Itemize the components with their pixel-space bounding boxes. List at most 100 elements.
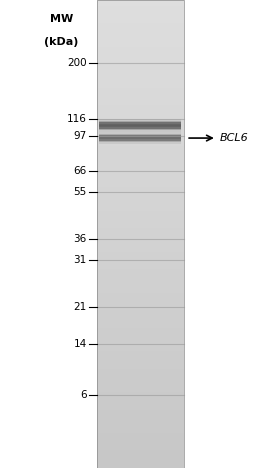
Bar — [100, 138, 181, 144]
Bar — [97, 338, 184, 345]
Bar — [97, 268, 184, 275]
Bar — [97, 46, 184, 52]
Bar — [97, 274, 184, 281]
Bar — [97, 298, 184, 304]
Bar — [100, 121, 181, 127]
Bar — [97, 368, 184, 374]
Bar — [97, 87, 184, 94]
Bar — [97, 432, 184, 439]
Bar — [97, 58, 184, 64]
Text: 14: 14 — [73, 339, 87, 349]
Bar — [97, 180, 184, 187]
Bar — [97, 11, 184, 17]
Bar — [97, 227, 184, 234]
Bar — [97, 63, 184, 70]
Bar — [97, 285, 184, 292]
Bar — [97, 379, 184, 386]
Bar — [97, 280, 184, 286]
Text: (kDa): (kDa) — [44, 37, 78, 47]
Bar — [97, 204, 184, 211]
Text: 116: 116 — [67, 114, 87, 124]
Bar — [97, 133, 184, 140]
Bar — [97, 461, 184, 468]
Bar — [97, 344, 184, 351]
Bar — [97, 51, 184, 58]
Bar — [97, 175, 184, 181]
Bar — [97, 122, 184, 129]
Bar — [100, 119, 181, 126]
Bar — [97, 233, 184, 240]
Bar — [97, 139, 184, 146]
Bar — [97, 385, 184, 392]
Bar — [100, 135, 181, 141]
Bar — [97, 409, 184, 416]
Bar — [97, 321, 184, 328]
Bar — [97, 93, 184, 99]
Bar — [97, 198, 184, 205]
Bar — [97, 262, 184, 269]
Bar — [97, 128, 184, 135]
Bar — [97, 449, 184, 456]
Text: 21: 21 — [73, 301, 87, 312]
Bar — [97, 0, 184, 6]
Bar — [97, 192, 184, 199]
Bar — [97, 256, 184, 263]
Text: 200: 200 — [67, 58, 87, 68]
Bar — [97, 145, 184, 152]
Bar — [100, 134, 181, 139]
Bar — [97, 332, 184, 339]
Bar — [97, 186, 184, 193]
Bar — [97, 373, 184, 380]
Bar — [97, 5, 184, 12]
Bar — [97, 69, 184, 76]
Text: 97: 97 — [73, 131, 87, 141]
Text: MW: MW — [50, 14, 73, 24]
Bar — [97, 391, 184, 398]
Bar — [97, 116, 184, 123]
Bar — [97, 415, 184, 421]
Bar — [100, 137, 181, 142]
Bar — [97, 356, 184, 363]
Bar — [97, 303, 184, 310]
Bar — [97, 239, 184, 246]
Bar — [100, 122, 181, 129]
Bar — [97, 0, 184, 468]
Bar — [100, 132, 181, 138]
Bar — [97, 327, 184, 333]
Bar — [97, 426, 184, 433]
Bar — [97, 455, 184, 462]
Bar — [97, 104, 184, 111]
Text: 36: 36 — [73, 234, 87, 244]
Bar — [97, 81, 184, 88]
Bar — [97, 444, 184, 450]
Bar — [97, 438, 184, 445]
Bar — [97, 350, 184, 357]
Bar — [97, 16, 184, 23]
Text: 55: 55 — [73, 187, 87, 197]
Text: 31: 31 — [73, 255, 87, 265]
Text: 66: 66 — [73, 166, 87, 176]
Bar — [97, 98, 184, 105]
Bar — [97, 163, 184, 170]
Bar — [97, 420, 184, 427]
Bar — [97, 245, 184, 251]
Bar — [97, 110, 184, 117]
Bar — [97, 215, 184, 222]
Bar — [97, 151, 184, 158]
Bar — [97, 210, 184, 216]
Bar — [97, 75, 184, 82]
Bar — [97, 362, 184, 369]
Bar — [97, 221, 184, 228]
Text: 6: 6 — [80, 390, 87, 401]
Bar — [97, 40, 184, 47]
Bar — [97, 315, 184, 322]
Bar — [97, 402, 184, 410]
Text: BCL6: BCL6 — [219, 133, 248, 143]
Bar — [100, 125, 181, 132]
Bar — [97, 309, 184, 316]
Bar — [97, 251, 184, 257]
Bar — [97, 22, 184, 29]
Bar — [97, 397, 184, 403]
Bar — [100, 124, 181, 130]
Bar — [97, 34, 184, 41]
